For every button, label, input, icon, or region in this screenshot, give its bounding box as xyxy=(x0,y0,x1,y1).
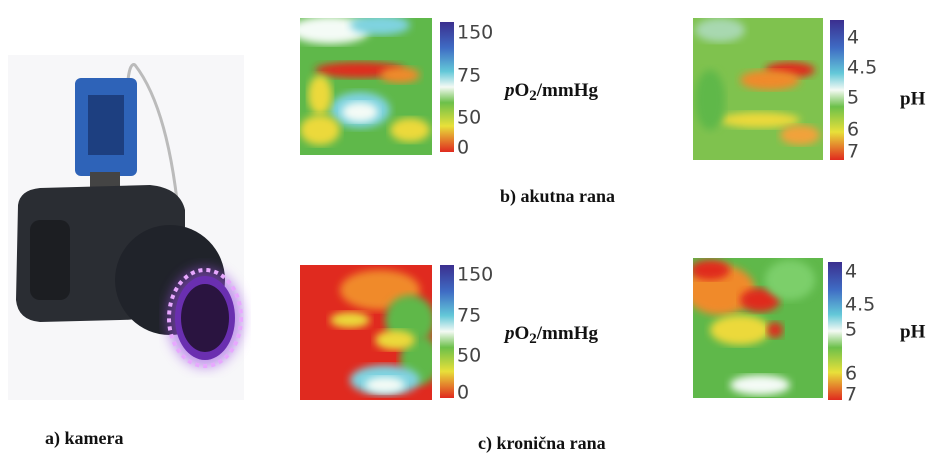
heatmap-region xyxy=(740,70,800,90)
label-part: 2 xyxy=(529,88,537,104)
colorbar-tick-label: 75 xyxy=(457,65,481,87)
heatmap-region xyxy=(330,312,370,328)
colorbar-tick-label: 4 xyxy=(847,27,859,49)
heatmap-region xyxy=(730,375,790,395)
colorbar-tick-label: 7 xyxy=(847,141,859,163)
colorbar xyxy=(440,265,454,398)
heatmap xyxy=(693,258,823,398)
colorbar xyxy=(830,20,844,160)
label-part: O xyxy=(515,80,530,101)
caption: b) akutna rana xyxy=(500,186,615,207)
heatmap-region xyxy=(390,118,430,142)
colorbar-tick-label: 50 xyxy=(457,345,481,367)
heatmap xyxy=(300,265,432,400)
heatmap-region xyxy=(740,288,780,312)
heatmap xyxy=(693,18,823,160)
colorbar-label: pO2/mmHg xyxy=(503,323,598,347)
colorbar-tick-label: 0 xyxy=(457,382,469,404)
colorbar-tick-label: 0 xyxy=(457,137,469,159)
colorbar-label: pH xyxy=(900,88,926,109)
colorbar-tick-label: 6 xyxy=(847,119,859,141)
colorbar-tick-label: 50 xyxy=(457,107,481,129)
heatmap-region xyxy=(695,18,745,42)
heatmap-region xyxy=(720,112,800,128)
colorbar xyxy=(828,262,842,400)
label-part: /mmHg xyxy=(536,80,599,101)
colorbar-tick-label: 7 xyxy=(845,384,857,406)
camera-photo xyxy=(8,55,244,400)
heatmap-region xyxy=(350,18,410,35)
colorbar-tick-label: 6 xyxy=(845,363,857,385)
heatmap-region xyxy=(695,70,725,130)
heatmap-region xyxy=(765,260,815,300)
colorbar-tick-label: 4.5 xyxy=(845,294,875,316)
colorbar-tick-label: 75 xyxy=(457,305,481,327)
colorbar-label: pO2/mmHg xyxy=(503,80,598,104)
colorbar-tick-label: 4 xyxy=(845,261,857,283)
label-part: p xyxy=(503,323,515,344)
colorbar-tick-label: 150 xyxy=(457,264,493,286)
heatmap-region xyxy=(780,125,820,145)
colorbar-label: pH xyxy=(900,321,926,342)
caption: a) kamera xyxy=(45,428,123,449)
heatmap-region xyxy=(300,115,340,145)
heatmap-region xyxy=(767,322,783,338)
colorbar-tick-label: 150 xyxy=(457,22,493,44)
colorbar-tick-label: 4.5 xyxy=(847,57,877,79)
label-part: /mmHg xyxy=(536,323,599,344)
heatmap-region xyxy=(342,102,378,122)
colorbar xyxy=(440,22,454,152)
colorbar-tick-label: 5 xyxy=(847,87,859,109)
heatmap xyxy=(300,18,432,155)
heatmap-region xyxy=(375,330,415,350)
caption: c) kronična rana xyxy=(478,433,606,454)
label-part: 2 xyxy=(529,331,537,347)
label-part: p xyxy=(503,80,515,101)
heatmap-region xyxy=(710,315,770,345)
heatmap-region xyxy=(308,75,332,115)
heatmap-region xyxy=(365,377,405,393)
heatmap-region xyxy=(693,260,730,280)
heatmap-region xyxy=(380,67,420,83)
label-part: O xyxy=(515,323,530,344)
colorbar-tick-label: 5 xyxy=(845,319,857,341)
